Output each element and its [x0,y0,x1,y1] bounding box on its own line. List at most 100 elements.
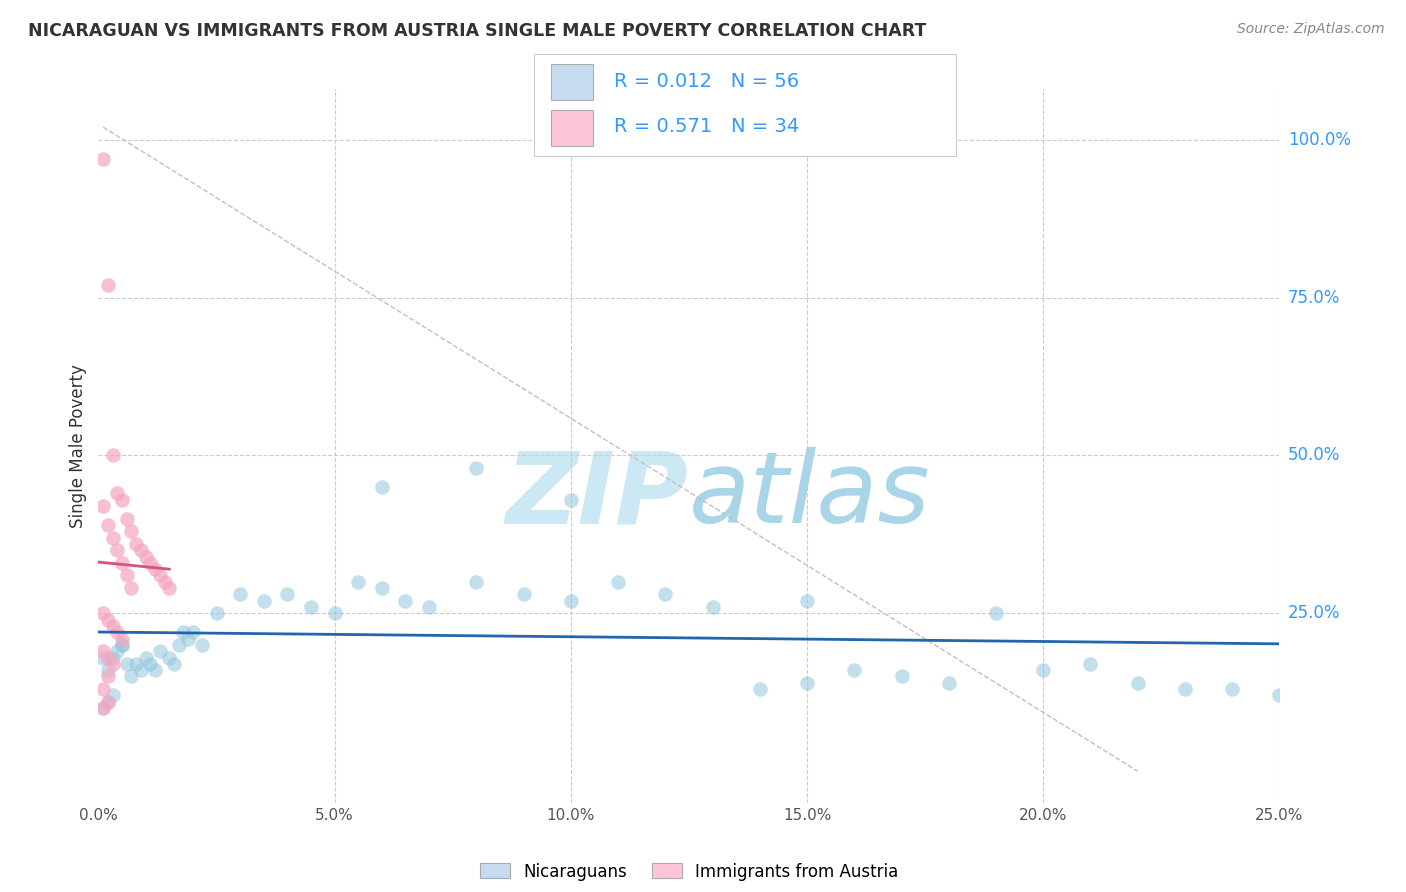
Bar [551,110,593,145]
Point [121,581,143,595]
Point [105,486,128,500]
Point [97,613,120,627]
Point [1220,682,1243,697]
Text: R = 0.571   N = 34: R = 0.571 N = 34 [614,118,800,136]
Point [371,480,394,494]
Point [465,574,488,589]
Point [229,587,252,601]
Text: 75.0%: 75.0% [1288,289,1340,307]
Point [91,650,114,665]
Point [299,600,322,615]
Point [91,152,114,166]
Point [139,657,162,671]
Point [347,574,370,589]
Point [938,675,960,690]
Point [323,607,346,621]
Point [560,593,582,607]
Point [91,607,114,621]
Point [91,499,114,513]
Point [101,449,124,463]
Point [97,277,120,292]
Point [105,543,128,558]
Point [121,669,143,683]
Point [607,574,630,589]
Point [135,650,157,665]
Point [276,587,298,601]
Point [205,607,228,621]
Point [1268,689,1291,703]
Point [418,600,440,615]
Point [111,492,134,507]
Point [796,675,818,690]
Text: NICARAGUAN VS IMMIGRANTS FROM AUSTRIA SINGLE MALE POVERTY CORRELATION CHART: NICARAGUAN VS IMMIGRANTS FROM AUSTRIA SI… [28,22,927,40]
Point [157,650,180,665]
Point [139,556,162,570]
Text: atlas: atlas [689,448,931,544]
Point [371,581,394,595]
Point [1126,675,1149,690]
Point [748,682,770,697]
Point [97,663,120,677]
Point [1080,657,1102,671]
Point [153,574,176,589]
Point [1174,682,1197,697]
Text: ZIP: ZIP [506,448,689,544]
Point [181,625,204,640]
Point [91,701,114,715]
Point [91,682,114,697]
Point [143,562,166,576]
Point [105,644,128,658]
Point [654,587,676,601]
Point [167,638,190,652]
Point [91,644,114,658]
Point [125,537,148,551]
Point [97,517,120,532]
Point [157,581,180,595]
Bar [551,64,593,100]
Point [135,549,157,564]
Text: 50.0%: 50.0% [1288,447,1340,465]
Point [111,632,134,646]
Legend: Nicaraguans, Immigrants from Austria: Nicaraguans, Immigrants from Austria [472,856,905,888]
Point [111,638,134,652]
Point [97,650,120,665]
Point [796,593,818,607]
Point [97,669,120,683]
Text: R = 0.012   N = 56: R = 0.012 N = 56 [614,72,800,91]
Point [149,644,172,658]
Point [97,695,120,709]
Point [560,492,582,507]
Point [115,657,138,671]
Point [984,607,1007,621]
Point [111,556,134,570]
Point [702,600,724,615]
Point [253,593,276,607]
Point [111,638,134,652]
Point [101,619,124,633]
Point [191,638,214,652]
Point [172,625,194,640]
Point [121,524,143,539]
Point [129,663,152,677]
Point [101,657,124,671]
Text: 100.0%: 100.0% [1288,131,1351,149]
Point [101,650,124,665]
Point [115,511,138,525]
Point [101,531,124,545]
Y-axis label: Single Male Poverty: Single Male Poverty [69,364,87,528]
Point [91,701,114,715]
Point [177,632,200,646]
Text: Source: ZipAtlas.com: Source: ZipAtlas.com [1237,22,1385,37]
Point [115,568,138,582]
Point [512,587,534,601]
Point [149,568,172,582]
Point [1032,663,1054,677]
Point [105,625,128,640]
Point [844,663,866,677]
Point [97,695,120,709]
Point [101,689,124,703]
Point [394,593,416,607]
Point [125,657,148,671]
Point [465,461,488,475]
Text: 25.0%: 25.0% [1288,605,1340,623]
